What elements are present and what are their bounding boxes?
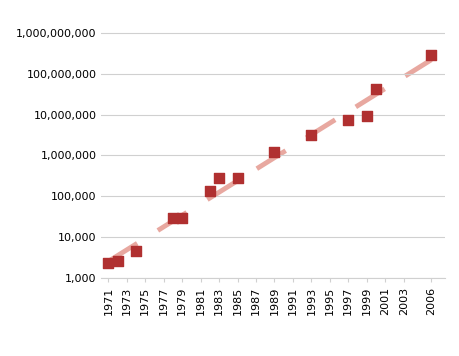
Point bbox=[169, 215, 177, 221]
Point bbox=[132, 248, 140, 254]
Point bbox=[215, 176, 223, 181]
Point bbox=[206, 188, 213, 194]
Point bbox=[105, 260, 112, 266]
Point bbox=[428, 52, 435, 58]
Point bbox=[345, 117, 352, 122]
Point bbox=[179, 215, 186, 221]
Point bbox=[308, 132, 315, 138]
Point bbox=[271, 149, 278, 155]
Point bbox=[363, 113, 370, 119]
Point bbox=[372, 87, 380, 92]
Point bbox=[114, 258, 121, 264]
Point bbox=[234, 176, 241, 181]
